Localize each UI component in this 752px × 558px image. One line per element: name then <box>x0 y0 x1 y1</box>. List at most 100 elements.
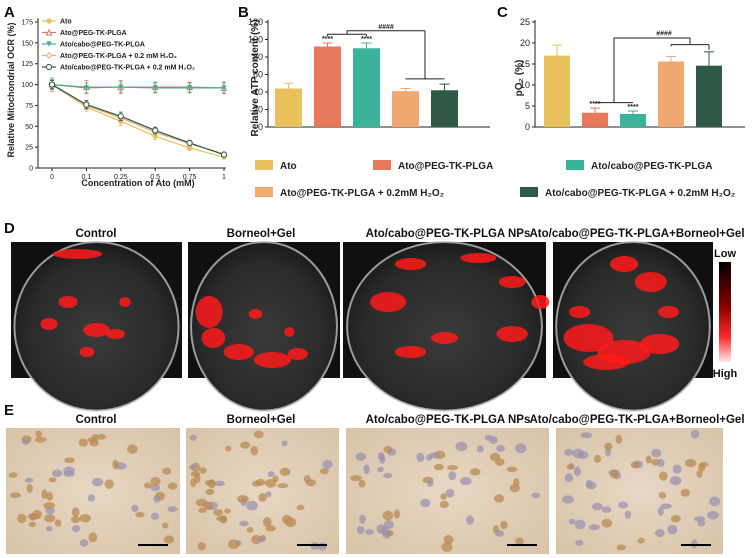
chart-a-point <box>152 85 158 91</box>
chart-a-ocr-line: Relative Mitochondrial OCR (%) Concentra… <box>6 18 228 188</box>
ihc-cell <box>515 537 524 546</box>
panel-letter-c: C <box>497 4 508 21</box>
ihc-cell <box>575 540 584 546</box>
ihc-cell <box>685 458 697 468</box>
ihc-cell <box>359 514 366 524</box>
ihc-cell <box>440 493 447 500</box>
ihc-cell <box>383 472 393 479</box>
tumor-region <box>346 241 543 412</box>
ihc-cell <box>71 507 80 518</box>
ihc-cell <box>24 477 34 483</box>
ihc-cell <box>696 469 703 478</box>
ihc-title: Control <box>76 414 117 426</box>
ihc-cell <box>382 510 394 521</box>
ihc-cell <box>167 482 178 490</box>
ihc-cell <box>253 430 264 439</box>
ihc-cell <box>265 491 272 498</box>
chart-a-legend-marker <box>45 28 53 36</box>
chart-a-ytick-label: 75 <box>25 103 33 110</box>
ultrasound-title: Control <box>76 228 117 240</box>
chart-a-point <box>118 84 124 90</box>
legend-label: Ato <box>280 161 297 172</box>
chart-a-xtick-label: 0 <box>50 174 54 181</box>
ultrasound-title: Ato/cabo@PEG-TK-PLGA+Borneol+Gel <box>529 228 744 240</box>
chart-a-series-3 <box>48 80 228 158</box>
legend-label: Ato/cabo@PEG-TK-PLGA <box>591 161 712 172</box>
ultrasound-panel <box>553 241 713 412</box>
panel-letter-a: A <box>4 4 15 21</box>
ihc-cell <box>455 441 468 452</box>
ihc-title: Ato/cabo@PEG-TK-PLGA NPs <box>366 414 531 426</box>
legend-swatch <box>255 187 273 197</box>
ihc-cell <box>496 444 505 452</box>
ihc-cell <box>690 429 700 439</box>
ihc-cell <box>251 480 262 487</box>
ihc-cell <box>79 539 89 547</box>
ihc-cell <box>150 484 161 492</box>
chart-a-series-1 <box>48 77 228 95</box>
chart-1-ytick-label: 0 <box>258 122 263 132</box>
tumor-region <box>190 241 338 412</box>
ihc-cell <box>204 479 216 487</box>
ihc-cell <box>429 452 440 459</box>
pa-signal-spot <box>370 292 407 312</box>
ihc-cell <box>322 460 333 469</box>
ihc-cell <box>279 467 291 476</box>
pa-signal-spot <box>284 327 295 337</box>
chart-c-po2-bar: pO₂ (%) 0 5 10 15 20 25 **** **** #### <box>514 17 745 132</box>
ihc-cell <box>566 464 575 470</box>
ihc-cell <box>104 479 114 489</box>
ihc-cell <box>163 535 175 544</box>
ihc-cell <box>433 463 444 471</box>
ihc-cell <box>651 448 662 458</box>
ihc-cell <box>466 515 474 525</box>
pa-signal-spot <box>430 332 459 344</box>
chart-1-bar <box>392 91 419 127</box>
ihc-cell <box>377 466 384 473</box>
chart-2-ytick-label: 0 <box>525 122 530 132</box>
ihc-cell <box>239 520 249 527</box>
chart-2-bar-group <box>544 44 570 127</box>
ihc-cell <box>91 477 104 487</box>
ihc-cell <box>131 504 139 513</box>
chart-2-ytick-label: 15 <box>520 59 530 69</box>
ihc-cell <box>282 514 292 525</box>
ihc-cell <box>658 492 667 499</box>
ihc-cell <box>699 461 709 468</box>
ihc-cell <box>258 493 267 502</box>
ihc-cell <box>46 525 53 532</box>
chart-a-point <box>48 81 56 88</box>
ihc-cell <box>447 464 459 471</box>
ihc-cell <box>319 467 329 475</box>
ihc-cell <box>630 461 640 469</box>
legend-label: Ato@PEG-TK-PLGA + 0.2mM H₂O₂ <box>280 188 444 199</box>
chart-2-bar-group: **** <box>620 104 646 127</box>
ihc-cell <box>489 436 498 445</box>
ihc-cell <box>657 506 664 516</box>
ihc-cell <box>27 513 40 520</box>
panel-letter-e: E <box>4 402 14 419</box>
chart-2-bar-group <box>658 55 684 128</box>
chart-1-bar <box>275 88 302 127</box>
ihc-cell <box>393 509 401 519</box>
ultrasound-image-row: Control Borneol+Gel Ato/cabo@PEG-TK-PLGA N… <box>11 228 745 412</box>
ihc-cell <box>78 438 88 447</box>
chart-a-series-line <box>51 84 225 156</box>
ihc-cell <box>574 519 586 530</box>
chart-2-significance: **** <box>590 101 601 108</box>
ihc-cell <box>669 476 682 486</box>
ihc-cell <box>448 471 457 481</box>
ihc-cell <box>670 514 681 523</box>
ihc-cell <box>494 458 505 466</box>
ihc-cell <box>364 529 374 535</box>
chart-2-ytick-label: 5 <box>525 101 530 111</box>
ihc-cell <box>79 513 91 523</box>
ihc-cell <box>416 452 425 463</box>
chart-a-legend-marker <box>45 52 53 59</box>
chart-1-bar-group <box>431 83 458 127</box>
chart-a-series-2 <box>49 79 227 94</box>
chart-a-xtick-label: 0.5 <box>150 174 160 181</box>
chart-a-xtick-label: 0.25 <box>114 174 128 181</box>
pa-signal-spot <box>119 297 131 307</box>
pa-signal-spot <box>253 352 292 368</box>
